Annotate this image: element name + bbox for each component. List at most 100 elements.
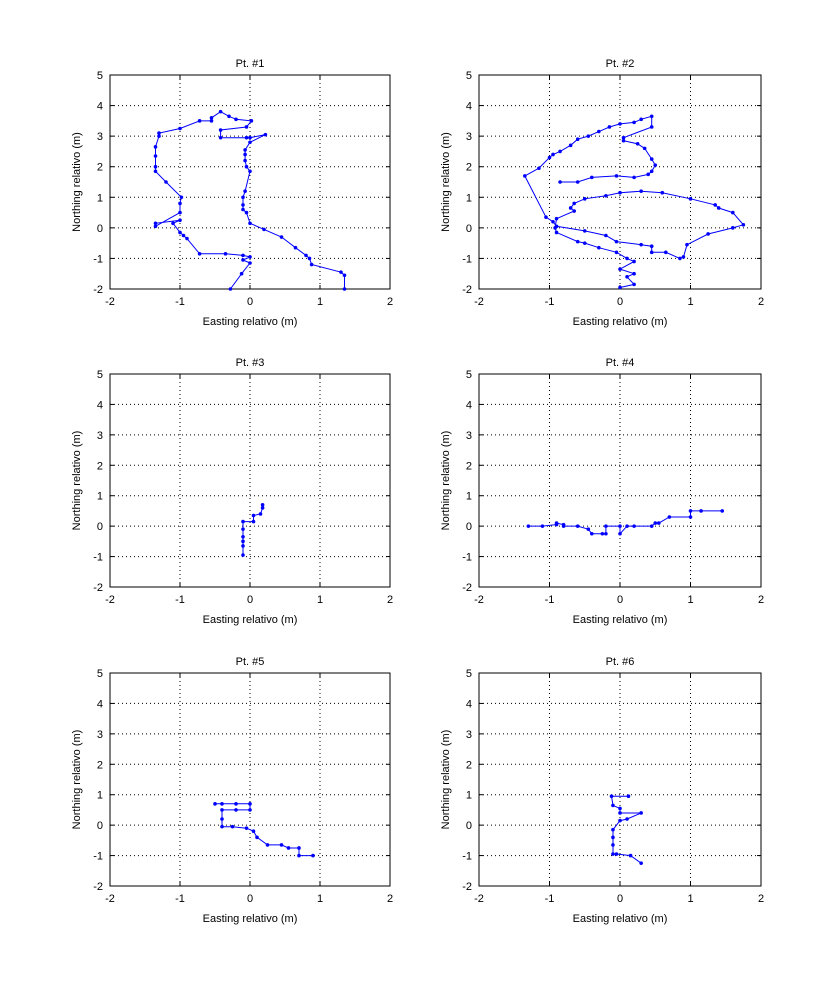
data-point [249, 119, 254, 123]
data-point [218, 109, 223, 114]
data-point [293, 245, 298, 250]
data-point [614, 239, 619, 244]
x-tick-label: 1 [687, 893, 693, 905]
data-point [639, 242, 643, 247]
y-axis-label: Northing relativo (m) [440, 730, 452, 830]
data-point [286, 846, 291, 850]
data-point [248, 261, 252, 265]
y-tick-label: 1 [97, 192, 103, 204]
data-point [618, 811, 622, 815]
data-point [223, 252, 228, 256]
x-tick-label: -2 [105, 893, 115, 905]
data-point [220, 817, 224, 821]
data-point [618, 818, 622, 823]
data-point [248, 135, 252, 140]
chart-panel-4: -2 -1 0 1 2 -2 -1 0 1 2 3 4 5 Pt. #4 Easting relativo … [440, 357, 764, 626]
data-point [568, 206, 573, 210]
chart-title: Pt. #6 [606, 656, 635, 668]
data-point [554, 521, 559, 525]
data-point [153, 224, 158, 229]
data-point [639, 861, 643, 865]
data-point [554, 230, 559, 235]
y-tick-label: 3 [466, 729, 472, 741]
x-tick-label: -1 [545, 594, 555, 606]
data-point [554, 224, 559, 229]
data-point [642, 146, 647, 151]
data-point [220, 824, 224, 829]
data-point [685, 242, 689, 247]
chart-panel-5: -2 -1 0 1 2 -2 -1 0 1 2 3 4 5 Pt. #5 Easting relativo … [71, 656, 393, 925]
y-tick-label: 4 [97, 101, 103, 113]
data-point [664, 250, 668, 255]
data-point [639, 811, 643, 815]
x-tick-label: -2 [474, 893, 484, 905]
data-point [656, 521, 661, 525]
y-tick-label: 2 [466, 759, 472, 771]
x-tick-label: 1 [317, 594, 323, 606]
data-point [243, 152, 247, 157]
data-point [625, 817, 629, 821]
axes-box [109, 672, 391, 887]
data-point [611, 835, 615, 840]
data-point [209, 116, 214, 120]
data-point [649, 169, 654, 174]
data-point [582, 229, 587, 233]
data-point [621, 138, 626, 143]
data-point [625, 274, 629, 279]
x-axis-label: Easting relativo (m) [203, 913, 298, 925]
y-tick-label: 0 [97, 521, 103, 533]
data-point [614, 250, 619, 255]
data-point [241, 203, 245, 207]
data-point [600, 531, 605, 536]
y-tick-label: 0 [97, 820, 103, 832]
data-point [706, 232, 710, 236]
data-point [243, 148, 247, 152]
series-line [242, 504, 264, 555]
x-tick-label: 2 [758, 296, 764, 308]
y-tick-label: 3 [97, 430, 103, 442]
data-point [241, 544, 245, 548]
x-tick-label: 0 [247, 296, 253, 308]
x-tick-label: 1 [687, 594, 693, 606]
data-point [153, 154, 158, 158]
data-point [660, 190, 665, 195]
data-point [178, 201, 182, 206]
data-point [688, 515, 693, 519]
data-point [171, 221, 175, 226]
data-point [561, 524, 566, 528]
y-tick-label: 3 [97, 131, 103, 143]
data-point [241, 195, 245, 200]
x-tick-label: 0 [247, 594, 253, 606]
data-point [153, 221, 158, 226]
x-tick-label: 0 [617, 296, 623, 308]
data-point [618, 806, 622, 811]
data-point [248, 221, 252, 226]
y-tick-label: 1 [97, 491, 103, 503]
data-point [279, 235, 284, 239]
data-point [179, 195, 184, 200]
data-point [604, 193, 608, 198]
y-tick-label: 0 [466, 223, 472, 235]
y-tick-label: -1 [462, 253, 472, 265]
data-point [243, 158, 247, 163]
chart-title: Pt. #4 [606, 357, 635, 369]
data-point [185, 236, 189, 241]
y-tick-label: -2 [462, 284, 472, 296]
x-tick-label: -1 [175, 893, 185, 905]
y-tick-label: -1 [93, 851, 103, 863]
data-point [157, 131, 161, 135]
data-point [537, 166, 541, 171]
y-tick-label: 5 [466, 668, 472, 680]
x-tick-label: -1 [175, 296, 185, 308]
data-point [311, 853, 315, 858]
data-point [248, 808, 252, 812]
x-tick-label: -1 [175, 594, 185, 606]
data-point [234, 808, 238, 812]
chart-panel-2: -2 -1 0 1 2 -2 -1 0 1 2 3 4 5 Pt. #2 Easting relativo … [440, 58, 764, 328]
y-tick-label: 1 [97, 790, 103, 802]
data-point [639, 117, 643, 122]
data-point [632, 271, 636, 276]
data-point [586, 527, 591, 531]
chart-title: Pt. #1 [236, 58, 265, 70]
data-point [625, 524, 629, 528]
